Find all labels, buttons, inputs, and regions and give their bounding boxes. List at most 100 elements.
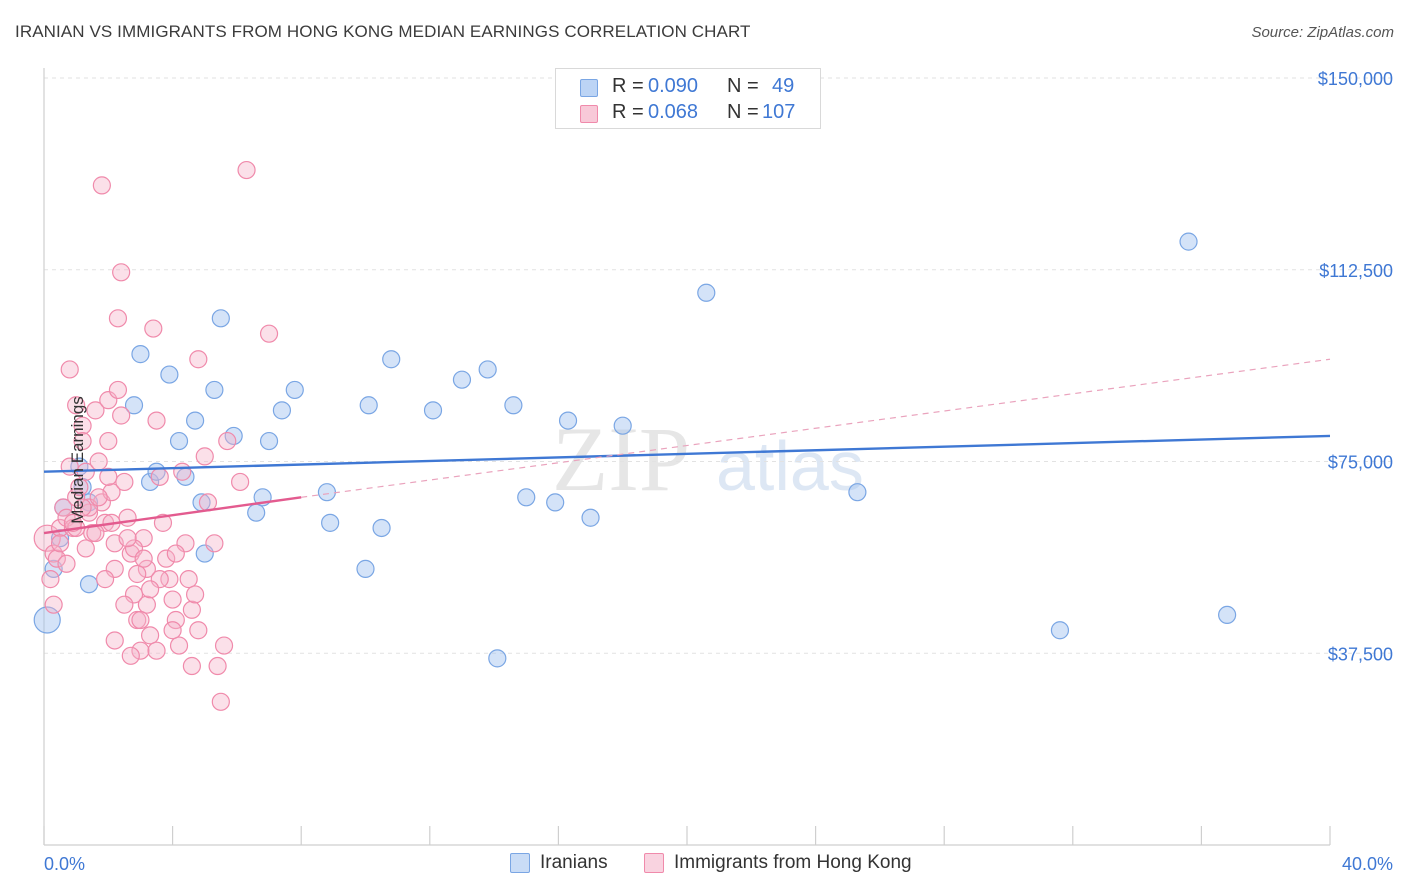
y-tick-label: $150,000 bbox=[1318, 69, 1393, 89]
point-iranians bbox=[321, 513, 340, 532]
point-hongkong bbox=[153, 513, 173, 532]
point-hongkong bbox=[118, 529, 137, 548]
point-hongkong bbox=[137, 595, 156, 614]
point-hongkong bbox=[259, 324, 279, 343]
x-tick-label-right: 40.0% bbox=[1342, 854, 1393, 874]
legend-swatch-iranians bbox=[510, 853, 530, 873]
point-iranians bbox=[356, 559, 375, 578]
point-iranians bbox=[372, 518, 391, 538]
point-hongkong bbox=[112, 263, 131, 282]
stats-r-value: 0.090 bbox=[648, 75, 699, 97]
trend-line-extended-hongkong bbox=[301, 358, 1331, 498]
point-hongkong bbox=[179, 570, 198, 589]
point-iranians bbox=[517, 488, 536, 507]
point-hongkong bbox=[144, 319, 163, 338]
point-iranians bbox=[205, 380, 224, 400]
point-hongkong bbox=[173, 462, 192, 481]
point-hongkong bbox=[115, 472, 134, 492]
point-iranians bbox=[558, 411, 578, 430]
point-iranians bbox=[247, 503, 266, 522]
point-hongkong bbox=[67, 488, 86, 507]
point-hongkong bbox=[89, 488, 108, 507]
point-iranians bbox=[848, 483, 867, 502]
stats-swatch-hongkong bbox=[580, 105, 598, 123]
point-hongkong bbox=[131, 610, 150, 630]
point-hongkong bbox=[112, 406, 131, 425]
y-tick-label: $75,000 bbox=[1328, 453, 1393, 473]
stats-box: R = 0.090 N = 49 R = 0.068 N = 107 bbox=[555, 68, 821, 129]
stats-r-label: R = bbox=[612, 75, 644, 97]
point-hongkong bbox=[86, 401, 105, 420]
point-hongkong bbox=[147, 641, 166, 660]
point-hongkong bbox=[70, 477, 89, 497]
point-hongkong bbox=[163, 590, 182, 609]
point-iranians bbox=[613, 416, 632, 435]
point-iranians bbox=[1179, 232, 1198, 251]
point-hongkong bbox=[208, 656, 227, 676]
point-hongkong bbox=[128, 564, 147, 584]
point-hongkong bbox=[237, 160, 256, 180]
stats-n-label: N = bbox=[727, 75, 759, 97]
point-iranians bbox=[546, 493, 565, 512]
point-iranians bbox=[169, 431, 189, 451]
point-hongkong bbox=[47, 549, 66, 568]
point-iranians bbox=[285, 380, 304, 400]
point-hongkong bbox=[150, 467, 169, 486]
point-iranians bbox=[272, 401, 292, 420]
point-hongkong bbox=[218, 431, 237, 451]
point-hongkong bbox=[189, 621, 208, 640]
point-hongkong bbox=[63, 513, 83, 532]
point-hongkong bbox=[44, 595, 63, 614]
point-hongkong bbox=[231, 472, 250, 492]
x-tick-label-left: 0.0% bbox=[44, 854, 85, 874]
point-hongkong bbox=[89, 452, 108, 471]
trend-line-iranians bbox=[43, 434, 1331, 473]
point-hongkong bbox=[140, 580, 160, 599]
point-iranians bbox=[259, 431, 279, 451]
legend-label-iranians: Iranians bbox=[540, 852, 608, 873]
point-hongkong bbox=[160, 570, 179, 589]
point-hongkong bbox=[105, 631, 124, 650]
point-iranians bbox=[504, 396, 523, 415]
stats-r-label: R = bbox=[612, 101, 644, 123]
stats-n-label: N = bbox=[727, 101, 759, 123]
point-iranians bbox=[697, 283, 716, 302]
point-hongkong bbox=[108, 380, 128, 400]
point-iranians bbox=[452, 370, 472, 389]
point-hongkong bbox=[60, 360, 79, 379]
stats-r-value: 0.068 bbox=[648, 101, 699, 123]
point-hongkong bbox=[67, 396, 86, 415]
point-hongkong bbox=[108, 309, 128, 328]
point-hongkong bbox=[140, 626, 160, 645]
point-hongkong bbox=[121, 646, 140, 665]
stats-row-iranians: R = 0.090 N = 49 bbox=[556, 75, 822, 101]
y-tick-label: $112,500 bbox=[1319, 261, 1393, 281]
y-tick-label: $37,500 bbox=[1328, 644, 1393, 664]
point-iranians bbox=[478, 360, 497, 379]
point-hongkong bbox=[166, 544, 185, 563]
trend-line-hongkong bbox=[43, 496, 302, 535]
point-hongkong bbox=[166, 610, 185, 630]
point-hongkong bbox=[182, 656, 201, 676]
point-hongkong bbox=[76, 539, 95, 558]
point-iranians bbox=[488, 649, 507, 668]
point-hongkong bbox=[73, 416, 92, 435]
point-hongkong bbox=[115, 595, 134, 614]
point-hongkong bbox=[95, 570, 115, 589]
point-hongkong bbox=[41, 570, 60, 589]
point-iranians bbox=[423, 401, 443, 420]
point-hongkong bbox=[73, 431, 92, 451]
point-hongkong bbox=[44, 544, 63, 563]
legend-label-hongkong: Immigrants from Hong Kong bbox=[674, 852, 912, 873]
y-axis-label: Median Earnings bbox=[67, 396, 87, 524]
point-hongkong bbox=[214, 636, 234, 655]
stats-swatch-iranians bbox=[580, 79, 598, 97]
point-hongkong bbox=[189, 350, 208, 369]
stats-n-value: 49 bbox=[772, 75, 795, 97]
point-hongkong bbox=[92, 176, 111, 195]
point-hongkong bbox=[169, 636, 189, 655]
point-hongkong bbox=[195, 447, 214, 466]
point-hongkong bbox=[73, 498, 92, 517]
point-hongkong bbox=[182, 600, 201, 619]
